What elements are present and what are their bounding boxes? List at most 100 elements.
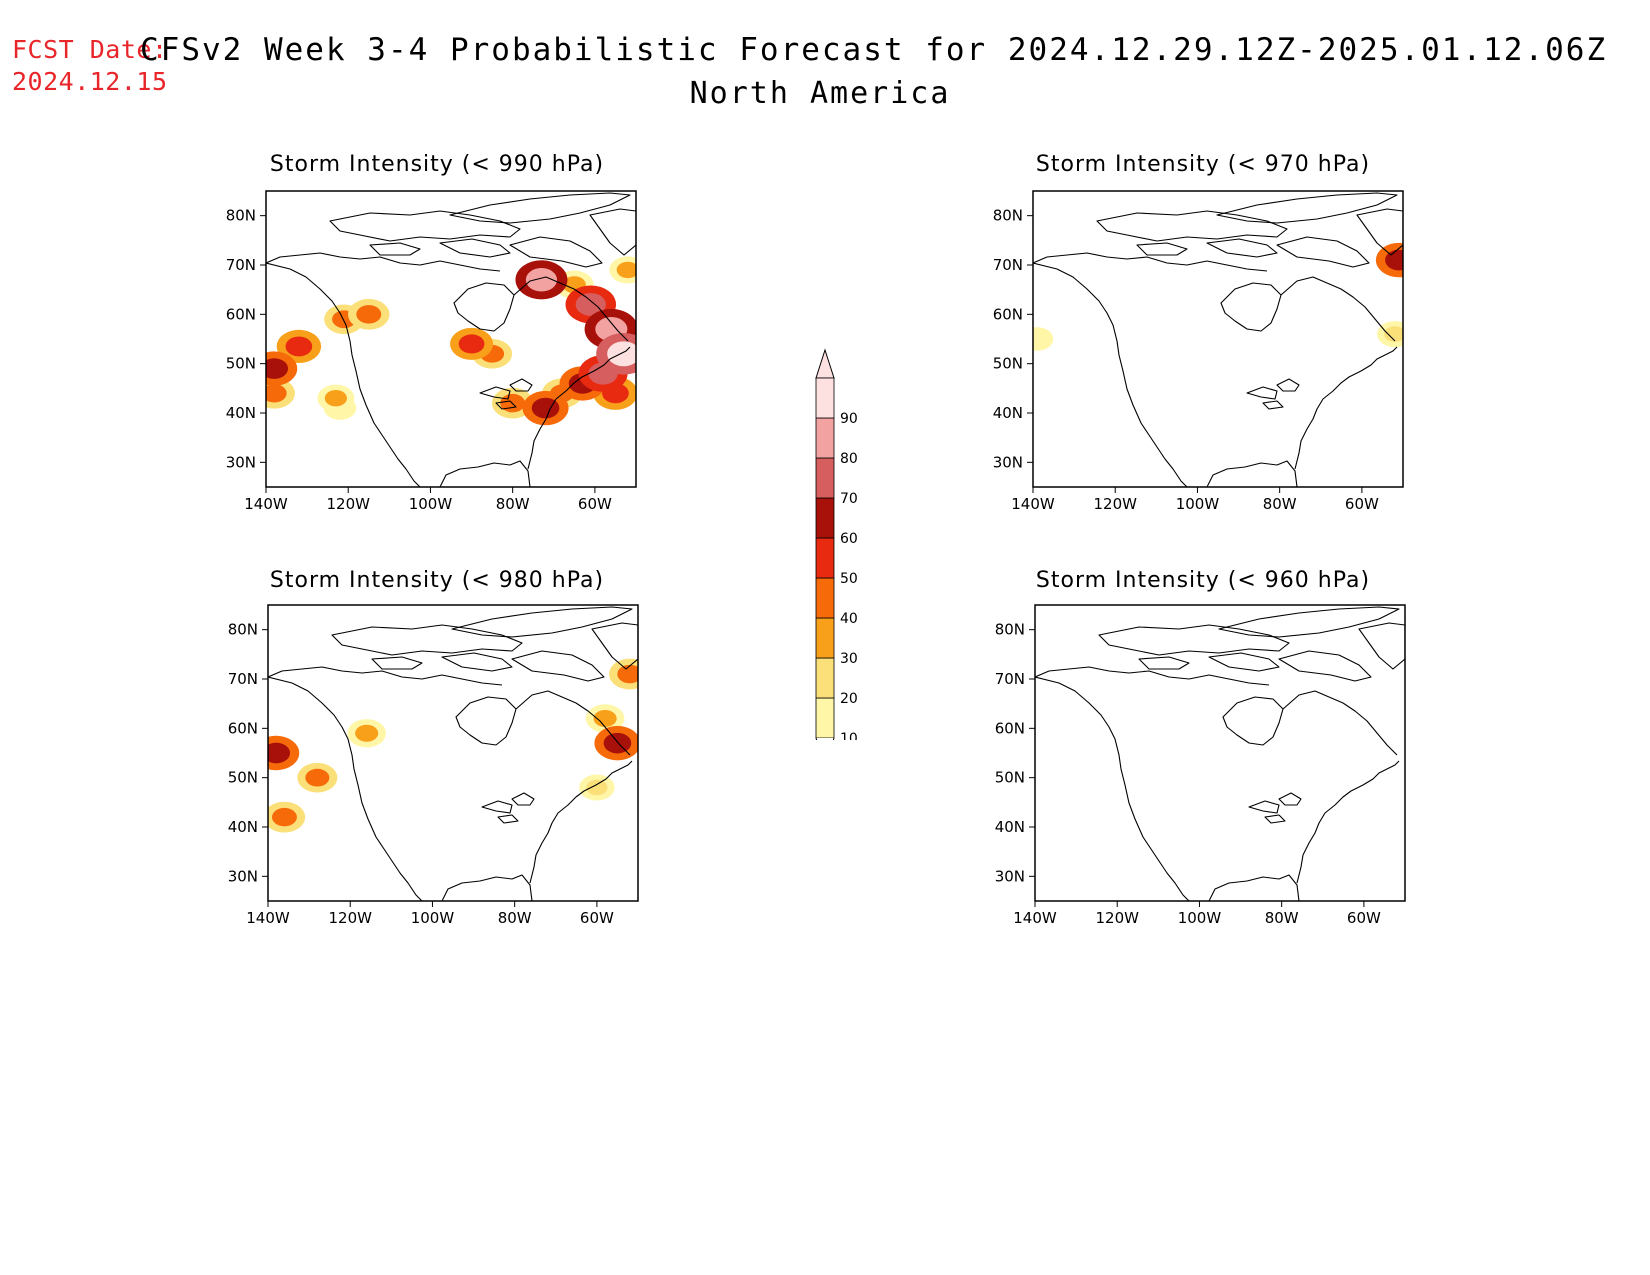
prob-area-p980-5 <box>617 664 638 684</box>
panel-title-990: Storm Intensity (< 990 hPa) <box>269 152 605 177</box>
coastline-8 <box>1035 666 1270 686</box>
panel-title-980: Storm Intensity (< 980 hPa) <box>269 568 605 593</box>
coastline-9 <box>329 210 521 242</box>
coastline-14 <box>591 622 638 670</box>
prob-area-p980-3 <box>305 768 330 787</box>
lat-tick-label: 40N <box>228 818 258 836</box>
lat-tick-label: 60N <box>993 305 1023 323</box>
coastline-7 <box>515 690 631 756</box>
coastline-2 <box>1296 760 1400 884</box>
lon-tick-label: 80W <box>1265 909 1299 927</box>
coastline-13 <box>1218 606 1400 638</box>
lon-tick-label: 140W <box>1013 909 1057 927</box>
coastline-7 <box>1280 276 1396 342</box>
lat-tick-label: 80N <box>226 207 256 225</box>
coastline-1 <box>1206 460 1298 487</box>
coastline-3 <box>481 800 513 814</box>
colorbar-label: 60 <box>840 531 858 547</box>
lon-tick-label: 140W <box>1011 495 1055 513</box>
coastline-5 <box>1264 814 1286 824</box>
coastline-3 <box>1248 800 1280 814</box>
lat-tick-label: 80N <box>993 207 1023 225</box>
colorbar-segment-20 <box>815 657 835 699</box>
coastline-12 <box>1276 236 1370 268</box>
coastline-4 <box>509 378 533 392</box>
colorbar-label: 70 <box>840 491 858 507</box>
colorbar-segment-40 <box>815 577 835 619</box>
prob-area-p980-4 <box>271 807 297 827</box>
lon-tick-label: 100W <box>1178 909 1222 927</box>
lat-tick-label: 60N <box>995 719 1025 737</box>
lon-tick-label: 80W <box>496 495 530 513</box>
colorbar-label: 10 <box>840 731 858 740</box>
lon-tick-label: 80W <box>498 909 532 927</box>
coastline-5 <box>497 814 519 824</box>
coastline-1 <box>441 874 533 901</box>
coastline-8 <box>1033 252 1268 272</box>
coastline-13 <box>449 192 631 224</box>
lat-tick-label: 70N <box>228 670 258 688</box>
lon-tick-label: 120W <box>1095 909 1139 927</box>
fcst-date-value: 2024.12.15 <box>12 67 168 96</box>
coastline-0 <box>1035 676 1190 901</box>
lon-tick-label: 140W <box>244 495 288 513</box>
coastline-12 <box>509 236 603 268</box>
prob-area-p990-7 <box>266 384 287 403</box>
coastline-7 <box>513 276 629 342</box>
lon-tick-label: 140W <box>246 909 290 927</box>
map-frame <box>265 190 637 488</box>
coastline-13 <box>1216 192 1398 224</box>
panel-title-960: Storm Intensity (< 960 hPa) <box>1035 568 1371 593</box>
lon-tick-label: 100W <box>411 909 455 927</box>
prob-area-p990-1 <box>616 261 636 279</box>
coastline-3 <box>479 386 511 400</box>
prob-area-p970-2 <box>1385 249 1403 271</box>
coastline-12 <box>511 650 605 682</box>
lon-tick-label: 120W <box>1093 495 1137 513</box>
coastline-12 <box>1278 650 1372 682</box>
colorbar-segment-70 <box>815 457 835 499</box>
lat-tick-label: 40N <box>995 818 1025 836</box>
prob-area-p980-0 <box>586 779 608 796</box>
colorbar-bottom-cap <box>815 737 835 740</box>
coastline-14 <box>589 208 636 256</box>
map-panel-980: 80N 70N 60N 50N 40N 30N 140W 120W 100W 80W 60W <box>228 604 639 927</box>
probability-colorbar: 10 20 30 40 50 60 70 80 90 <box>815 348 858 740</box>
colorbar-segment-90 <box>815 377 835 419</box>
coastline-11 <box>439 238 511 258</box>
colorbar-label: 20 <box>840 691 858 707</box>
lat-tick-label: 50N <box>226 355 256 373</box>
colorbar-label: 90 <box>840 411 858 427</box>
coastline-1 <box>1208 874 1300 901</box>
map-panel-990: 80N 70N 60N 50N 40N 30N 140W 120W 100W 80W 60W <box>226 190 637 513</box>
coastline-13 <box>451 606 633 638</box>
coastline-2 <box>529 760 633 884</box>
colorbar-top-cap <box>815 348 835 379</box>
coastline-0 <box>268 676 423 901</box>
lon-tick-label: 80W <box>1263 495 1297 513</box>
colorbar-segment-10 <box>815 697 835 739</box>
prob-area-p980-1 <box>355 724 379 742</box>
lat-tick-label: 30N <box>995 867 1025 885</box>
coastline-9 <box>1096 210 1288 242</box>
coastline-10 <box>369 242 421 256</box>
coastline-11 <box>1208 652 1280 672</box>
prob-area-p990-13 <box>266 358 289 379</box>
prob-area-p980-7 <box>603 732 632 754</box>
lon-tick-label: 60W <box>578 495 612 513</box>
prob-area-p980-6 <box>268 742 291 764</box>
lat-tick-label: 30N <box>993 453 1023 471</box>
coastline-6 <box>453 282 515 332</box>
lon-tick-label: 60W <box>1347 909 1381 927</box>
coastline-3 <box>1246 386 1278 400</box>
map-frame <box>1032 190 1404 488</box>
colorbar-segment-50 <box>815 537 835 579</box>
colorbar-label: 40 <box>840 611 858 627</box>
lat-tick-label: 50N <box>995 769 1025 787</box>
prob-area-p990-8 <box>356 305 382 324</box>
coastline-10 <box>1138 656 1190 670</box>
coastline-7 <box>1282 690 1398 756</box>
prob-area-p990-18 <box>525 268 558 292</box>
colorbar-label: 30 <box>840 651 858 667</box>
lat-tick-label: 50N <box>228 769 258 787</box>
